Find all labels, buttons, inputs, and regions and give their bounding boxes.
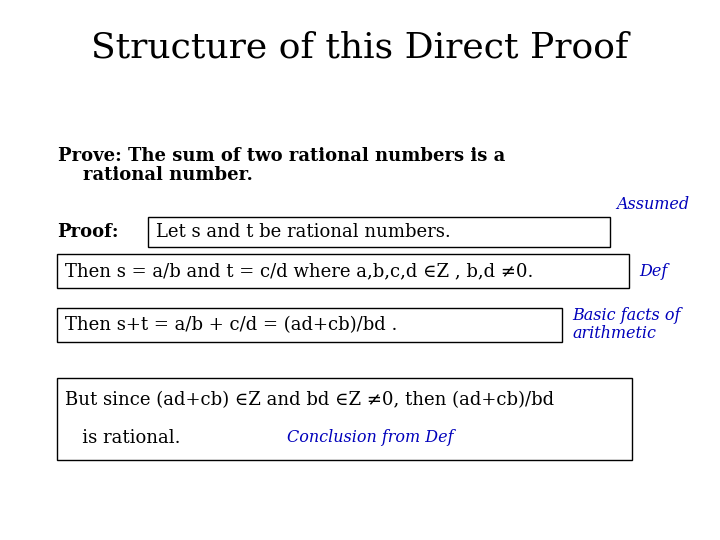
Text: arithmetic: arithmetic [572, 325, 656, 341]
Text: Then s+t = a/b + c/d = (ad+cb)/bd .: Then s+t = a/b + c/d = (ad+cb)/bd . [65, 316, 397, 334]
Text: Prove: The sum of two rational numbers is a: Prove: The sum of two rational numbers i… [58, 147, 505, 165]
Text: Let s and t be rational numbers.: Let s and t be rational numbers. [156, 223, 451, 241]
FancyBboxPatch shape [148, 217, 610, 247]
Text: rational number.: rational number. [58, 166, 253, 184]
Text: Conclusion from Def: Conclusion from Def [287, 429, 454, 447]
Text: Then s = a/b and t = c/d where a,b,c,d ∈Z , b,d ≠0.: Then s = a/b and t = c/d where a,b,c,d ∈… [65, 262, 534, 280]
Text: Basic facts of: Basic facts of [572, 307, 680, 323]
Text: Proof:: Proof: [57, 223, 119, 241]
Text: Def: Def [639, 262, 667, 280]
Text: Assumed: Assumed [616, 196, 689, 213]
FancyBboxPatch shape [57, 308, 562, 342]
FancyBboxPatch shape [57, 254, 629, 288]
Text: But since (ad+cb) ∈Z and bd ∈Z ≠0, then (ad+cb)/bd: But since (ad+cb) ∈Z and bd ∈Z ≠0, then … [65, 391, 554, 409]
Text: is rational.: is rational. [65, 429, 181, 447]
FancyBboxPatch shape [57, 378, 632, 460]
Text: Structure of this Direct Proof: Structure of this Direct Proof [91, 30, 629, 64]
